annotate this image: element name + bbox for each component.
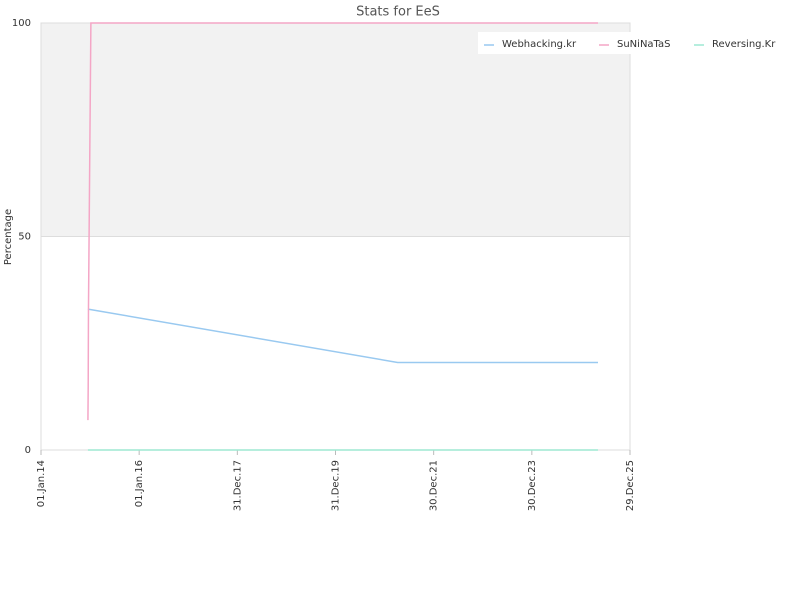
series-line: [87, 308, 598, 364]
x-tick-label: 01.Jan.14: [36, 460, 47, 507]
legend-label: Reversing.Kr: [712, 39, 776, 50]
y-axis-label: Percentage: [3, 209, 14, 265]
legend-label: SuNiNaTaS: [617, 39, 670, 50]
x-tick-label: 30.Dec.23: [527, 460, 538, 511]
legend-box: [478, 32, 790, 54]
shaded-band: [41, 23, 630, 237]
x-tick-label: 01.Jan.16: [134, 460, 145, 507]
legend-label: Webhacking.kr: [502, 39, 577, 50]
x-tick-label: 29.Dec.25: [625, 460, 636, 511]
y-tick-label: 100: [12, 18, 31, 29]
x-tick-label: 30.Dec.21: [429, 460, 440, 511]
y-tick-label: 0: [25, 445, 31, 456]
chart-title: Stats for EeS: [356, 5, 440, 20]
y-tick-label: 50: [18, 232, 31, 243]
series-line: [87, 22, 598, 421]
x-tick-label: 31.Dec.17: [232, 460, 243, 511]
x-tick-label: 31.Dec.19: [331, 460, 342, 511]
